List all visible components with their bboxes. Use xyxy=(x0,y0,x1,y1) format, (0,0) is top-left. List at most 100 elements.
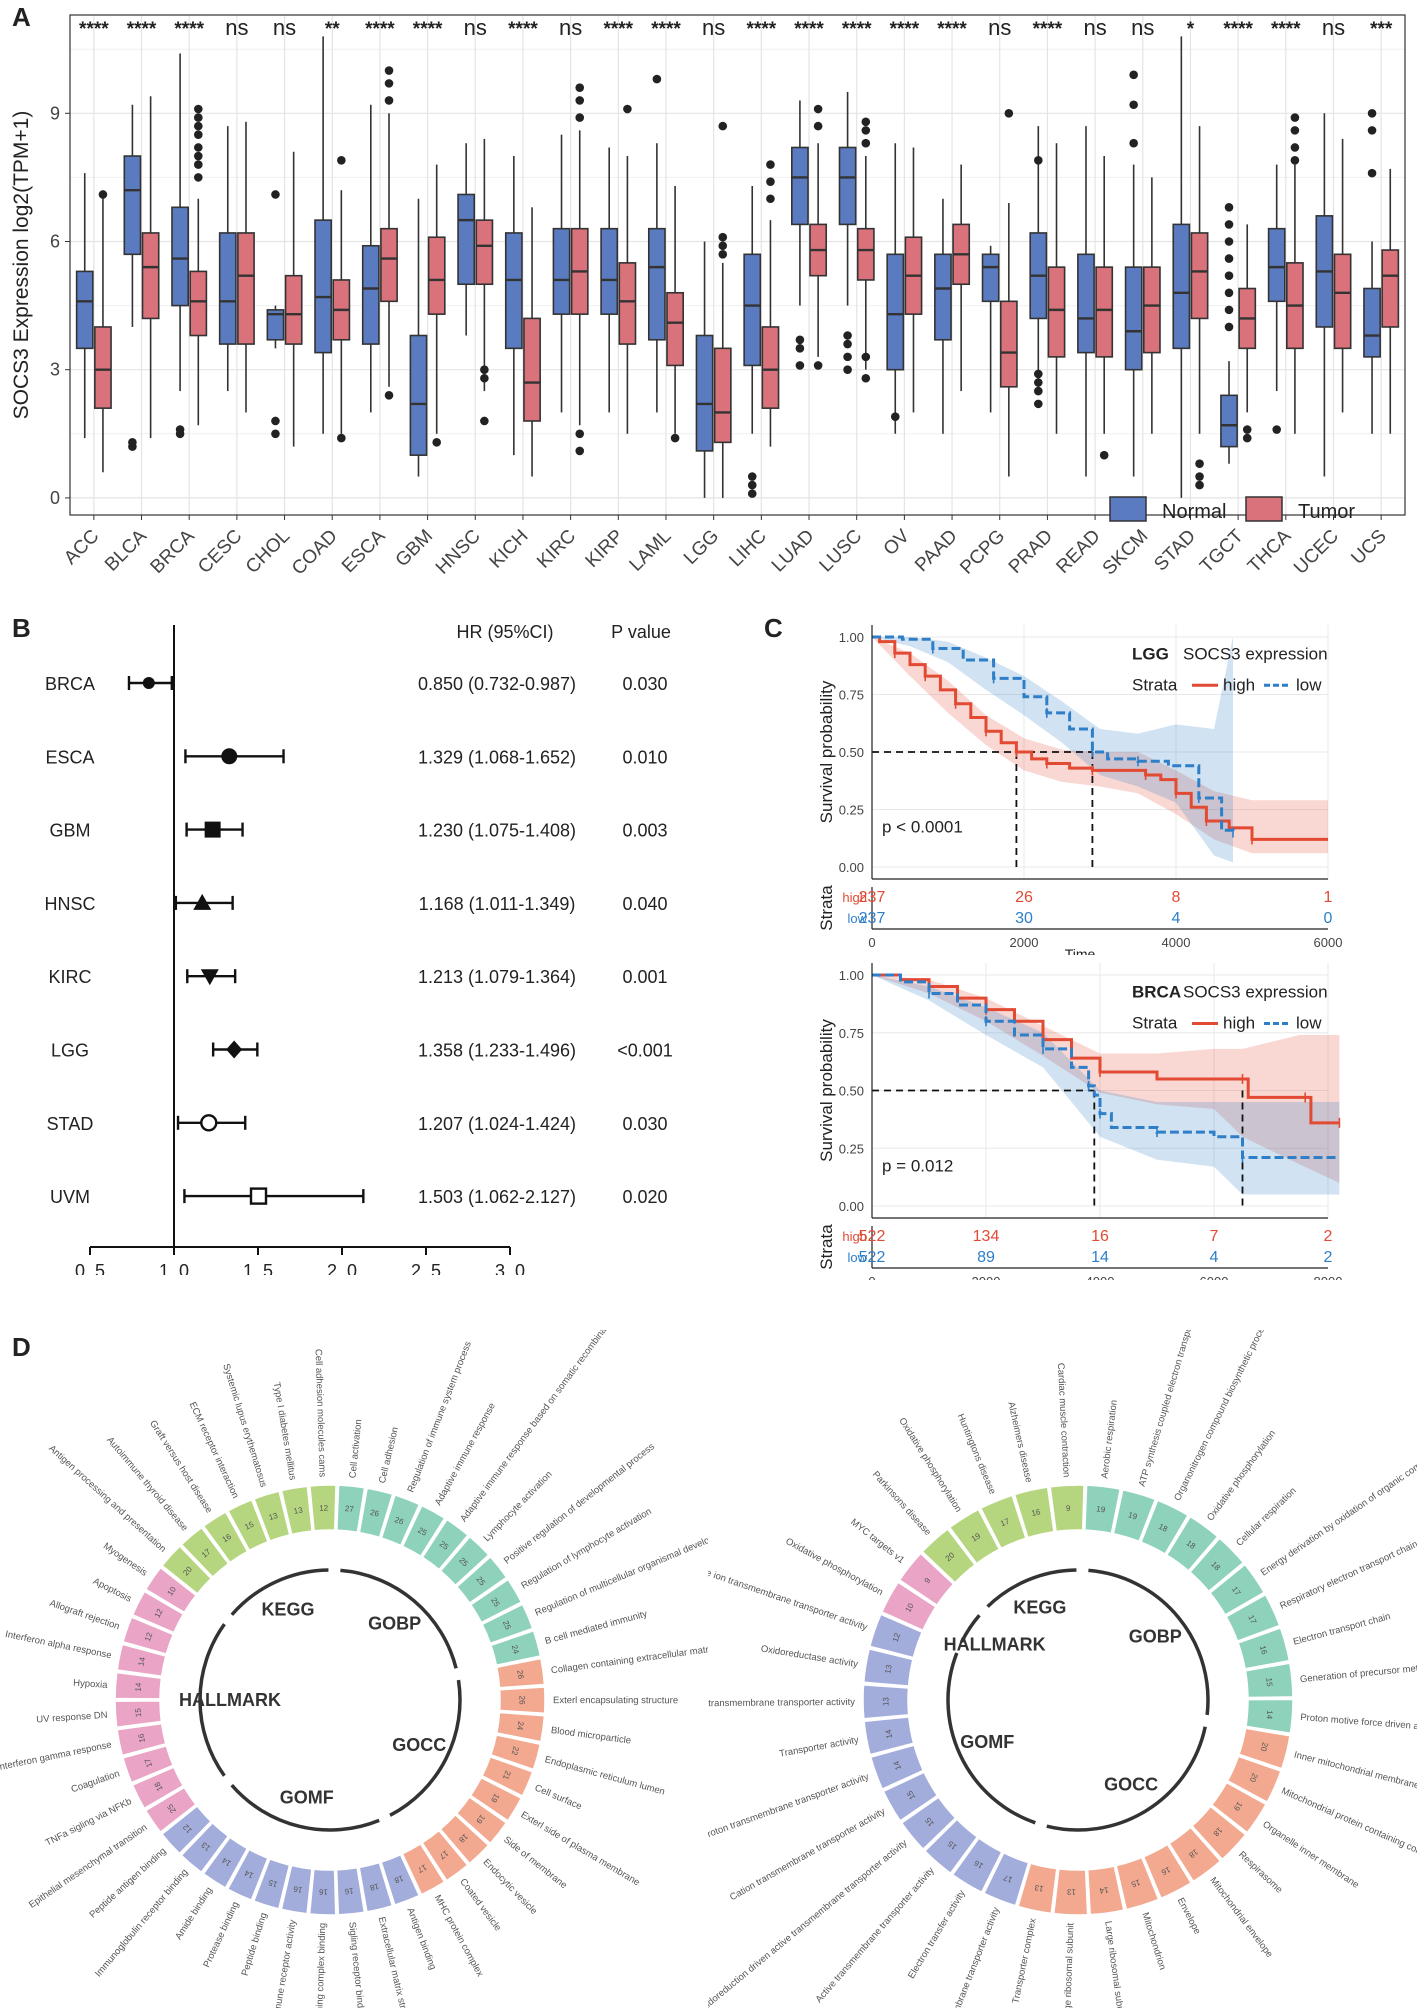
enrichment-bar xyxy=(1210,1781,1267,1834)
term-label: Exterl encapsulating structure xyxy=(553,1695,678,1706)
enrichment-bar xyxy=(1226,1755,1282,1804)
term-label: Respirasome xyxy=(1236,1849,1284,1895)
x-tick-label: HNSC xyxy=(432,526,485,579)
enrichment-bar xyxy=(498,1686,546,1714)
enrichment-bar xyxy=(490,1629,542,1667)
bar-value: 26 xyxy=(393,1515,405,1527)
enrichment-bar xyxy=(1112,1488,1157,1543)
enrichment-bar xyxy=(1238,1727,1291,1770)
outlier-point xyxy=(194,160,203,169)
enrichment-bar xyxy=(202,1510,249,1564)
outlier-point xyxy=(766,194,775,204)
cancer-label: LGG xyxy=(51,1041,89,1061)
box-tumor-ov xyxy=(904,147,923,413)
enrichment-bar xyxy=(882,1771,939,1822)
term-label: Protease binding xyxy=(201,1900,241,1969)
term-label: Cell adhesion xyxy=(377,1426,401,1485)
x-tick-label: CHOL xyxy=(242,526,294,578)
significance-label: **** xyxy=(413,19,443,40)
enrichment-bar xyxy=(469,1776,523,1822)
group-arc-hallmark xyxy=(198,1623,226,1777)
box-normal-ucec xyxy=(1315,113,1334,477)
confidence-band-high xyxy=(872,975,1340,1183)
x-tick-label: 2. 0 xyxy=(327,1261,357,1275)
box-iqr xyxy=(75,270,94,350)
term-label: Protein containing complex binding xyxy=(312,1923,328,2008)
bar-value: 26 xyxy=(515,1670,525,1681)
outlier-point xyxy=(271,416,280,426)
y-tick-label: 0.00 xyxy=(839,1199,864,1214)
legend-label-low: low xyxy=(1296,675,1322,694)
enrichment-bar xyxy=(1140,1499,1190,1555)
hr-value-text: 1.168 (1.011-1.349) xyxy=(419,894,576,914)
group-arc-gocc xyxy=(1046,1726,1207,1832)
enrichment-bar xyxy=(202,1836,249,1889)
term-label: Mitochondrial envelope xyxy=(1207,1875,1275,1960)
box-iqr xyxy=(427,236,446,315)
bar-value: 20 xyxy=(1247,1772,1259,1784)
x-tick-label: 2000 xyxy=(972,1274,1001,1280)
x-tick-label: COAD xyxy=(288,526,342,580)
outlier-point xyxy=(843,339,852,349)
box-normal-blca xyxy=(123,104,142,327)
outlier-point xyxy=(1099,450,1109,460)
box-tumor-cesc xyxy=(237,121,255,413)
legend-label-low: low xyxy=(1296,1014,1322,1033)
term-label: Immune receptor activity xyxy=(271,1919,299,2008)
cancer-label: BRCA xyxy=(45,674,95,694)
hr-value-text: 1.207 (1.024-1.424) xyxy=(418,1114,576,1134)
group-name-hallmark: HALLMARK xyxy=(944,1635,1046,1655)
risk-row-label-low: low xyxy=(847,911,867,926)
y-tick-label: 0.75 xyxy=(839,688,864,703)
box-iqr xyxy=(934,253,952,341)
outlier-point xyxy=(1272,425,1281,434)
group-name-gobp: GOBP xyxy=(368,1614,421,1634)
outlier-point xyxy=(1290,155,1300,165)
enrichment-bar xyxy=(863,1716,915,1756)
outlier-point xyxy=(194,121,203,131)
significance-label: ns xyxy=(1131,15,1154,40)
box-tumor-skcm xyxy=(1142,177,1161,434)
y-axis-label: SOCS3 Expression log2(TPM+1) xyxy=(10,111,33,420)
term-label: MYC targets v1 xyxy=(848,1517,906,1566)
outlier-point xyxy=(1034,378,1043,387)
forest-row-esca: ESCA 1.329 (1.068-1.652) 0.010 xyxy=(45,747,667,767)
enrichment-bar xyxy=(495,1711,546,1743)
outlier-point xyxy=(843,331,852,340)
box-iqr xyxy=(600,227,619,315)
enrichment-bar xyxy=(1188,1537,1245,1593)
enrichment-bar xyxy=(280,1864,313,1915)
outlier-point xyxy=(813,121,823,131)
outlier-point xyxy=(1290,143,1300,152)
box-iqr xyxy=(713,347,732,444)
bar-value: 12 xyxy=(891,1631,903,1643)
forest-row-uvm: UVM 1.503 (1.062-2.127) 0.020 xyxy=(50,1187,668,1207)
x-tick-label: UCEC xyxy=(1290,526,1343,579)
term-label: Proton motive force driven atp synthesis xyxy=(1300,1712,1417,1736)
bar-value: 20 xyxy=(1259,1741,1270,1752)
enrichment-bar xyxy=(880,1581,937,1632)
term-label: Epithelial mesenchymal transition xyxy=(27,1822,149,1911)
bar-value: 12 xyxy=(143,1631,155,1643)
box-iqr xyxy=(380,227,398,303)
risk-count-high: 134 xyxy=(973,1228,1000,1245)
box-tumor-read xyxy=(1095,156,1114,434)
enrichment-bar xyxy=(1049,1484,1085,1533)
outlier-point xyxy=(1034,369,1043,379)
box-normal-acc xyxy=(75,173,94,439)
legend-swatch-normal xyxy=(1109,496,1147,522)
x-tick-label: KICH xyxy=(486,526,533,573)
term-label: Oxidoreductase activity xyxy=(760,1643,859,1670)
box-iqr xyxy=(457,193,476,286)
enrichment-bar xyxy=(489,1734,542,1771)
x-tick-label: LUSC xyxy=(816,526,867,577)
group-arc-gocc xyxy=(389,1679,462,1817)
significance-label: ** xyxy=(325,19,340,40)
outlier-point xyxy=(623,104,632,114)
outlier-point xyxy=(843,352,852,362)
significance-label: ns xyxy=(559,15,582,40)
term-label: Oxidative phosphorylation xyxy=(784,1536,885,1598)
outlier-point xyxy=(98,190,108,199)
group-name-hallmark: HALLMARK xyxy=(179,1690,281,1710)
p-value-text: 0.030 xyxy=(622,1114,667,1134)
